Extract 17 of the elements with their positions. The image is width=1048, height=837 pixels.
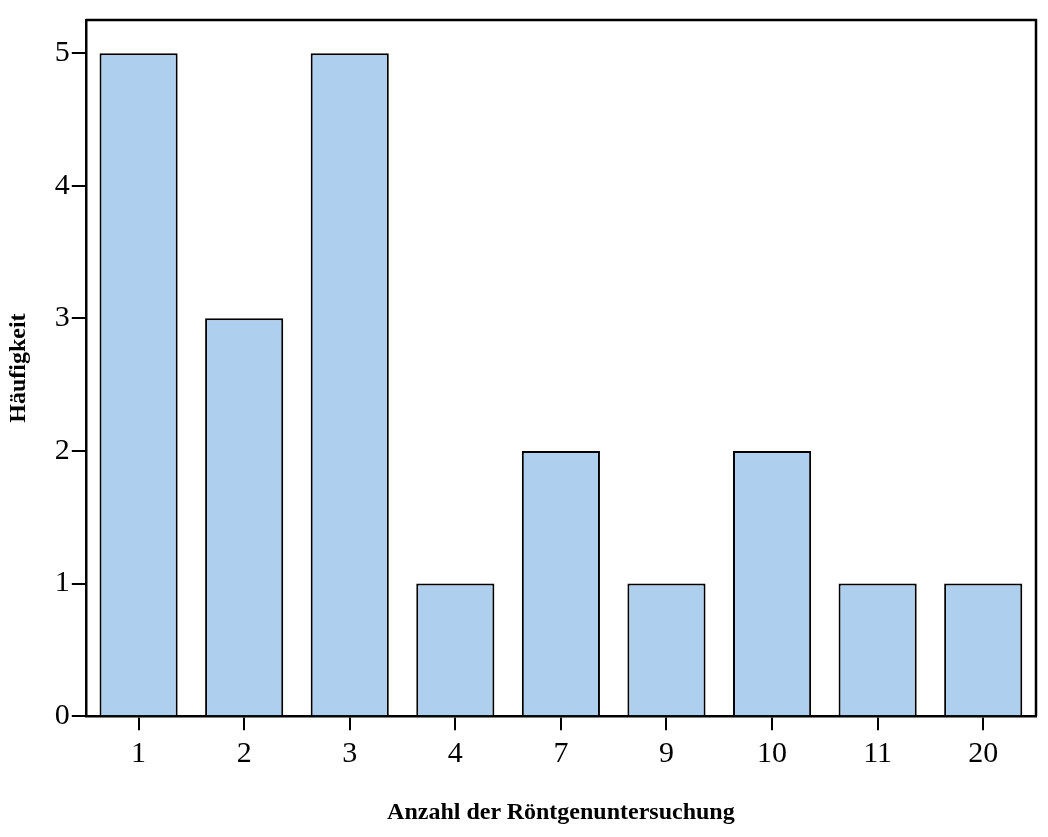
y-tick-label: 5 (54, 34, 70, 68)
x-tick-label: 1 (131, 735, 147, 769)
x-tick-label: 9 (658, 735, 674, 769)
y-tick-label: 0 (54, 697, 70, 731)
x-axis-title: Anzahl der Röntgenuntersuchung (387, 797, 735, 824)
y-tick-label: 2 (54, 431, 70, 465)
y-axis-title: Häufigkeit (3, 313, 30, 423)
y-tick-label: 4 (54, 166, 70, 200)
x-tick-label: 20 (968, 735, 999, 769)
x-tick-label: 2 (236, 735, 252, 769)
y-tick-label: 3 (54, 299, 70, 333)
x-tick-label: 7 (553, 735, 569, 769)
x-tick-label: 10 (757, 735, 788, 769)
x-tick-label: 4 (447, 735, 463, 769)
x-tick-label: 3 (342, 735, 358, 769)
y-tick-label: 1 (54, 564, 70, 598)
x-tick-label: 11 (863, 735, 893, 769)
